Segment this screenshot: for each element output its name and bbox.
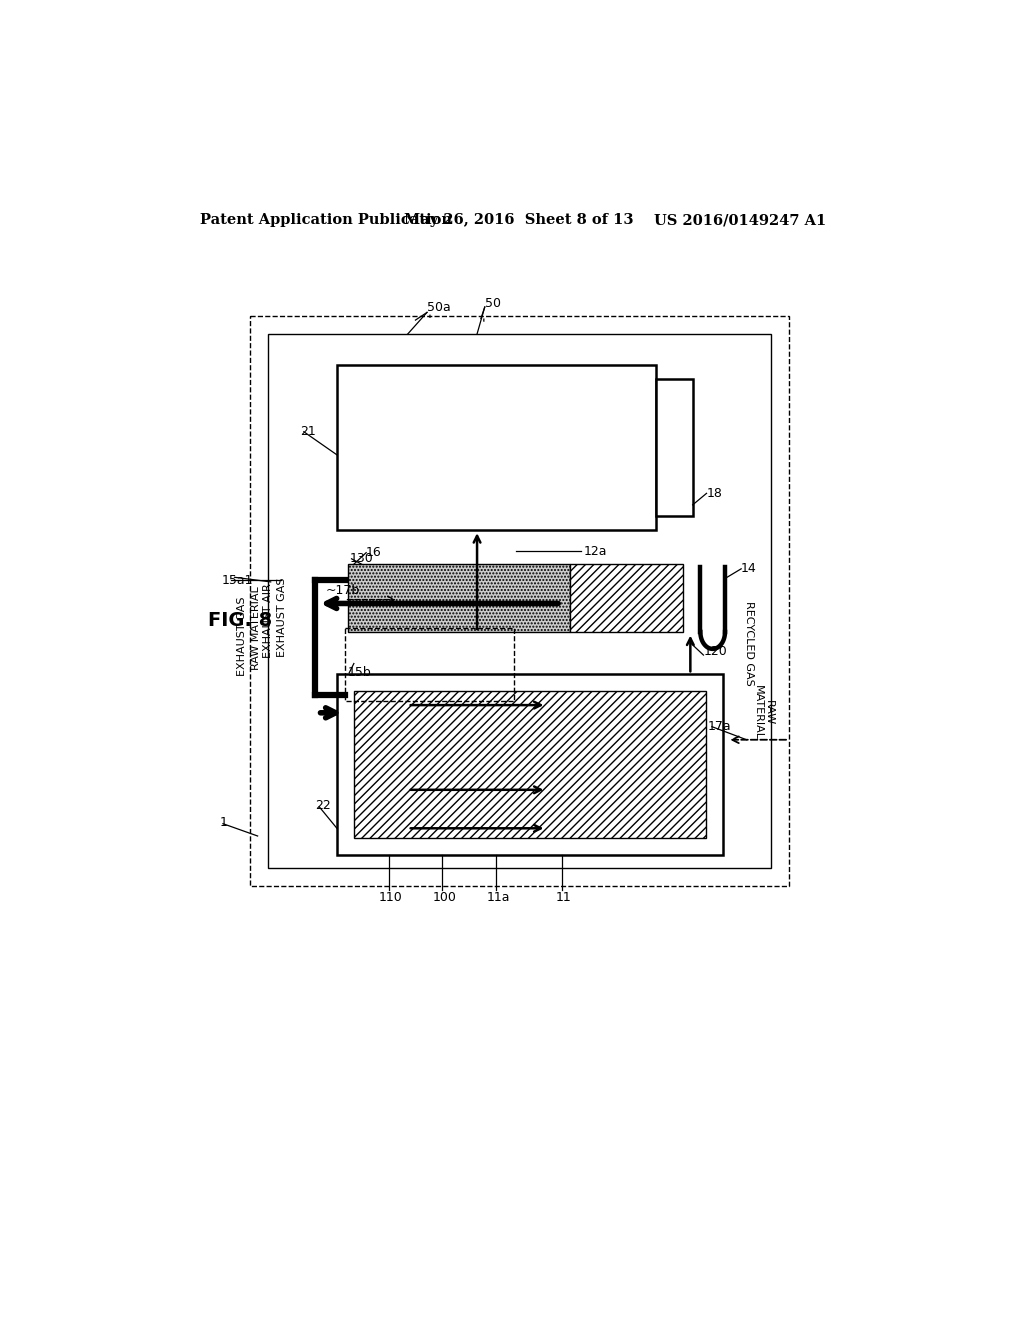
Text: EXHAUST GAS: EXHAUST GAS	[238, 597, 247, 676]
Bar	[345, 628, 514, 701]
Text: 50: 50	[484, 297, 501, 310]
Text: RAW MATERIAL: RAW MATERIAL	[251, 586, 261, 671]
Text: ~17b: ~17b	[326, 583, 359, 597]
Text: US 2016/0149247 A1: US 2016/0149247 A1	[654, 213, 826, 227]
Text: 12a: 12a	[584, 545, 607, 557]
Text: 11a: 11a	[486, 891, 510, 904]
Text: 17a: 17a	[708, 721, 732, 733]
Text: 18: 18	[707, 487, 722, 500]
Bar	[570, 564, 683, 632]
Bar	[656, 379, 692, 516]
Text: 21: 21	[300, 425, 315, 438]
Text: Patent Application Publication: Patent Application Publication	[200, 213, 452, 227]
Text: 22: 22	[315, 799, 331, 812]
Bar	[337, 675, 724, 855]
Text: 130: 130	[350, 552, 374, 565]
Text: 50a: 50a	[427, 301, 451, 314]
Text: EXHAUST GAS: EXHAUST GAS	[278, 578, 288, 657]
Bar	[337, 364, 656, 531]
Text: 120: 120	[703, 644, 727, 657]
Text: FIG. 8: FIG. 8	[208, 611, 271, 630]
Text: 1: 1	[220, 816, 227, 829]
Text: EXHAUST AIR: EXHAUST AIR	[263, 583, 273, 657]
Text: 15b: 15b	[348, 667, 372, 680]
Bar	[250, 317, 788, 886]
Text: 110: 110	[379, 891, 402, 904]
Text: 100: 100	[432, 891, 457, 904]
Text: 14: 14	[741, 562, 757, 576]
Text: RECYCLED GAS: RECYCLED GAS	[743, 601, 754, 686]
Bar	[267, 334, 771, 869]
Text: May 26, 2016  Sheet 8 of 13: May 26, 2016 Sheet 8 of 13	[403, 213, 634, 227]
Text: 16: 16	[366, 546, 381, 560]
Bar	[354, 692, 706, 837]
Text: 15a1: 15a1	[221, 574, 253, 587]
Bar	[348, 564, 570, 632]
Text: 11: 11	[556, 891, 571, 904]
Text: RAW
MATERIAL: RAW MATERIAL	[753, 685, 774, 741]
